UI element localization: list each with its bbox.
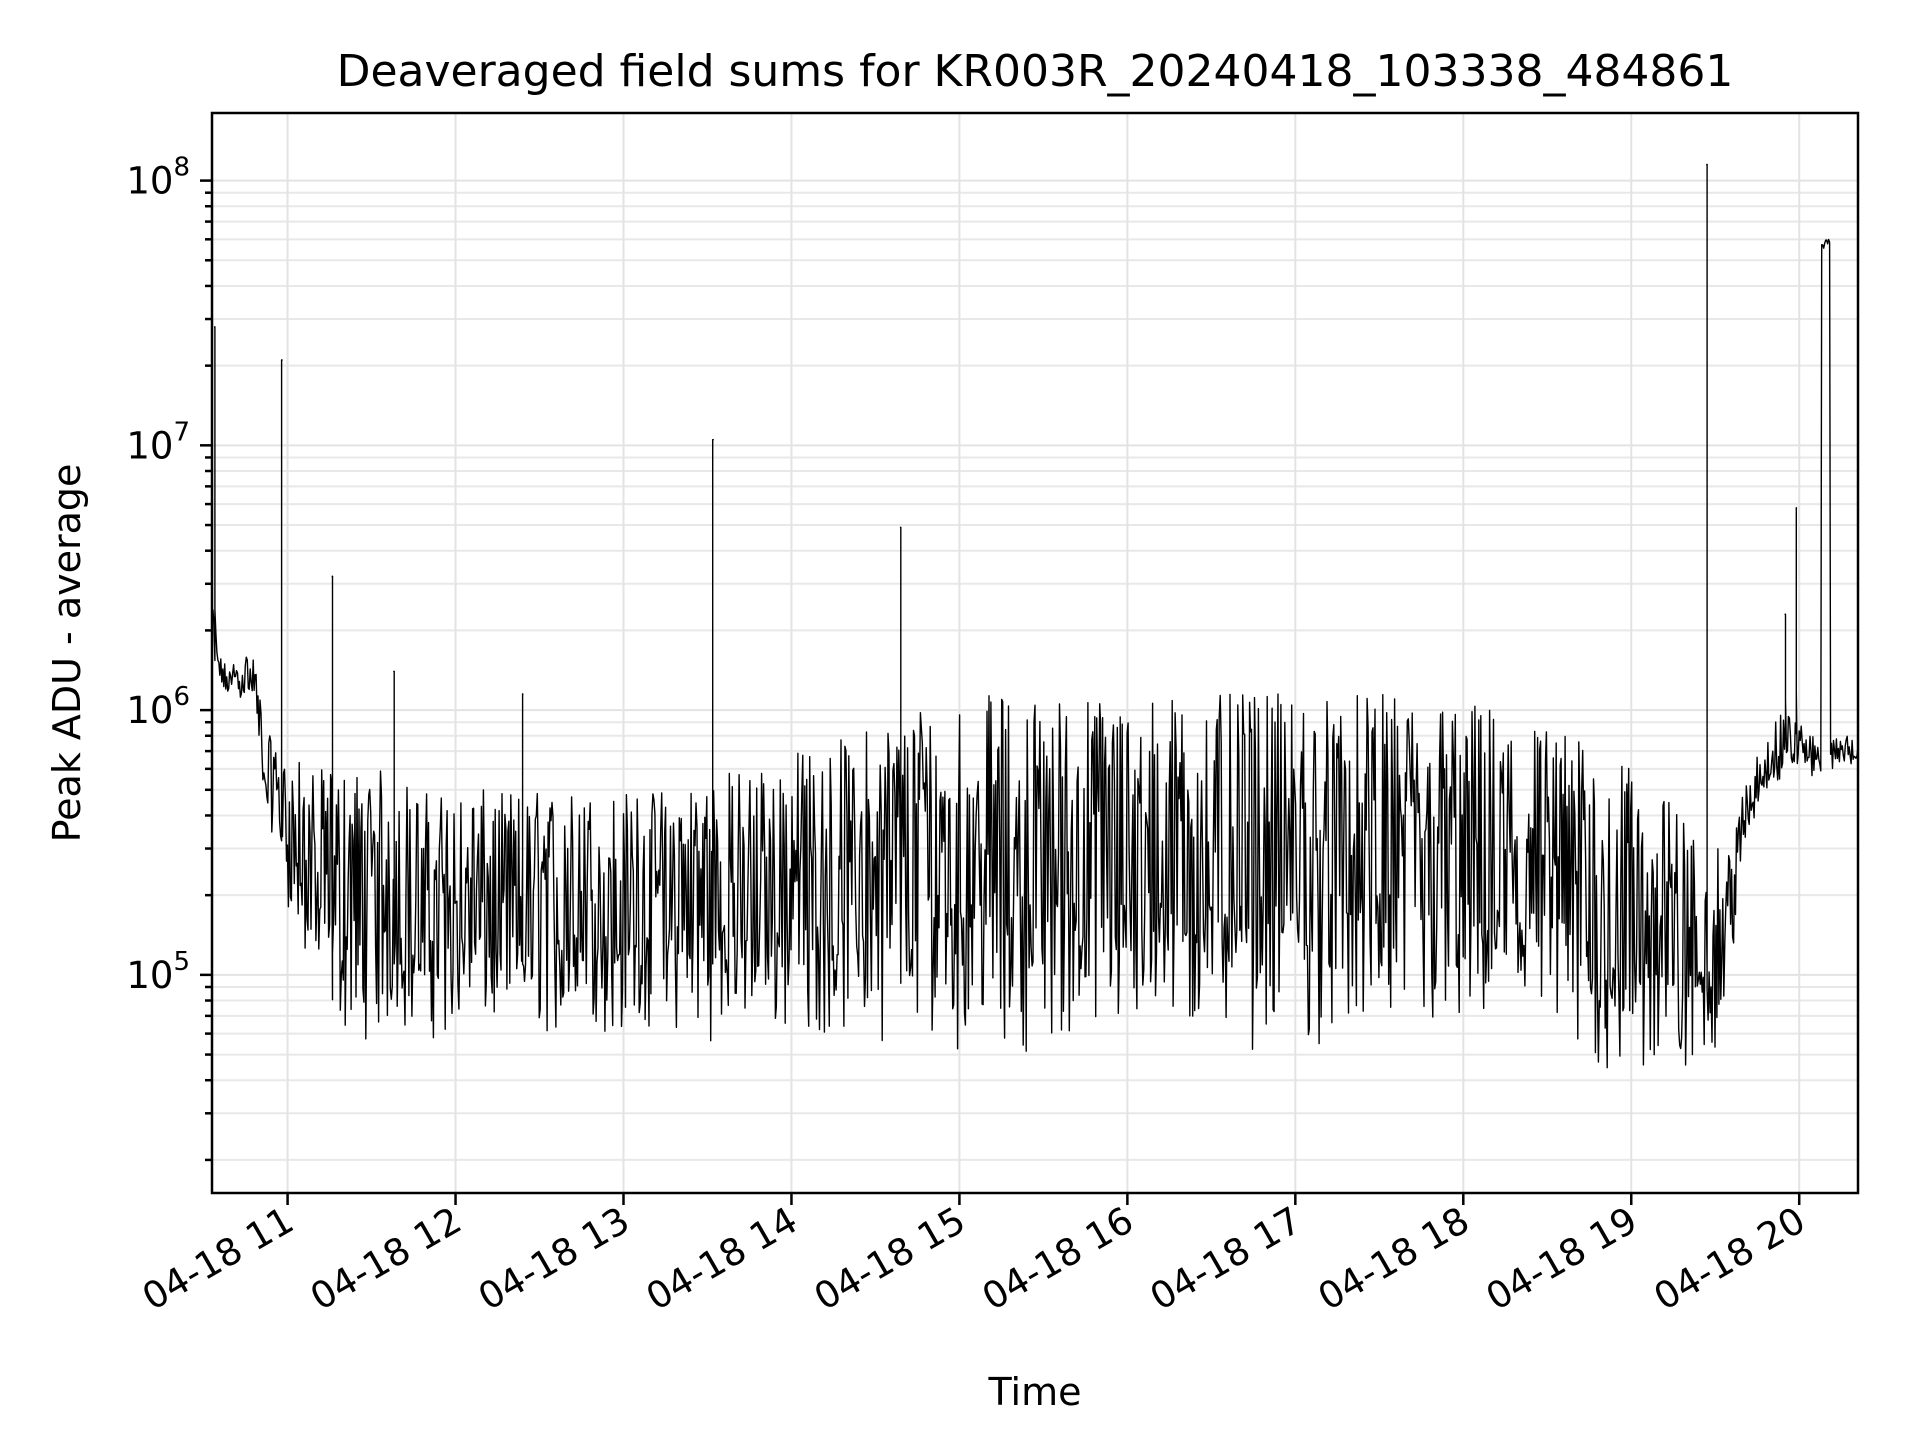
y-tick-label: 108	[126, 153, 190, 203]
spike-point	[213, 326, 216, 328]
y-axis-label: Peak ADU - average	[45, 464, 89, 843]
spike-point	[899, 526, 902, 529]
spike-point	[521, 693, 524, 695]
spike-point	[393, 670, 395, 673]
data-series	[211, 163, 1859, 1069]
spike-point	[1784, 613, 1787, 616]
x-axis-label: Time	[988, 1370, 1082, 1414]
chart-title: Deaveraged field sums for KR003R_2024041…	[337, 46, 1734, 97]
y-tick-label: 106	[126, 682, 190, 732]
spike-point	[712, 438, 714, 441]
spike-point	[281, 359, 283, 361]
plot-frame	[210, 111, 1860, 1195]
y-tick-label: 107	[126, 417, 190, 467]
spike-point	[331, 575, 334, 578]
y-tick-label: 105	[126, 947, 190, 997]
spike-point	[1795, 507, 1798, 509]
spike-point	[1706, 163, 1708, 166]
series-line	[211, 163, 1859, 1069]
